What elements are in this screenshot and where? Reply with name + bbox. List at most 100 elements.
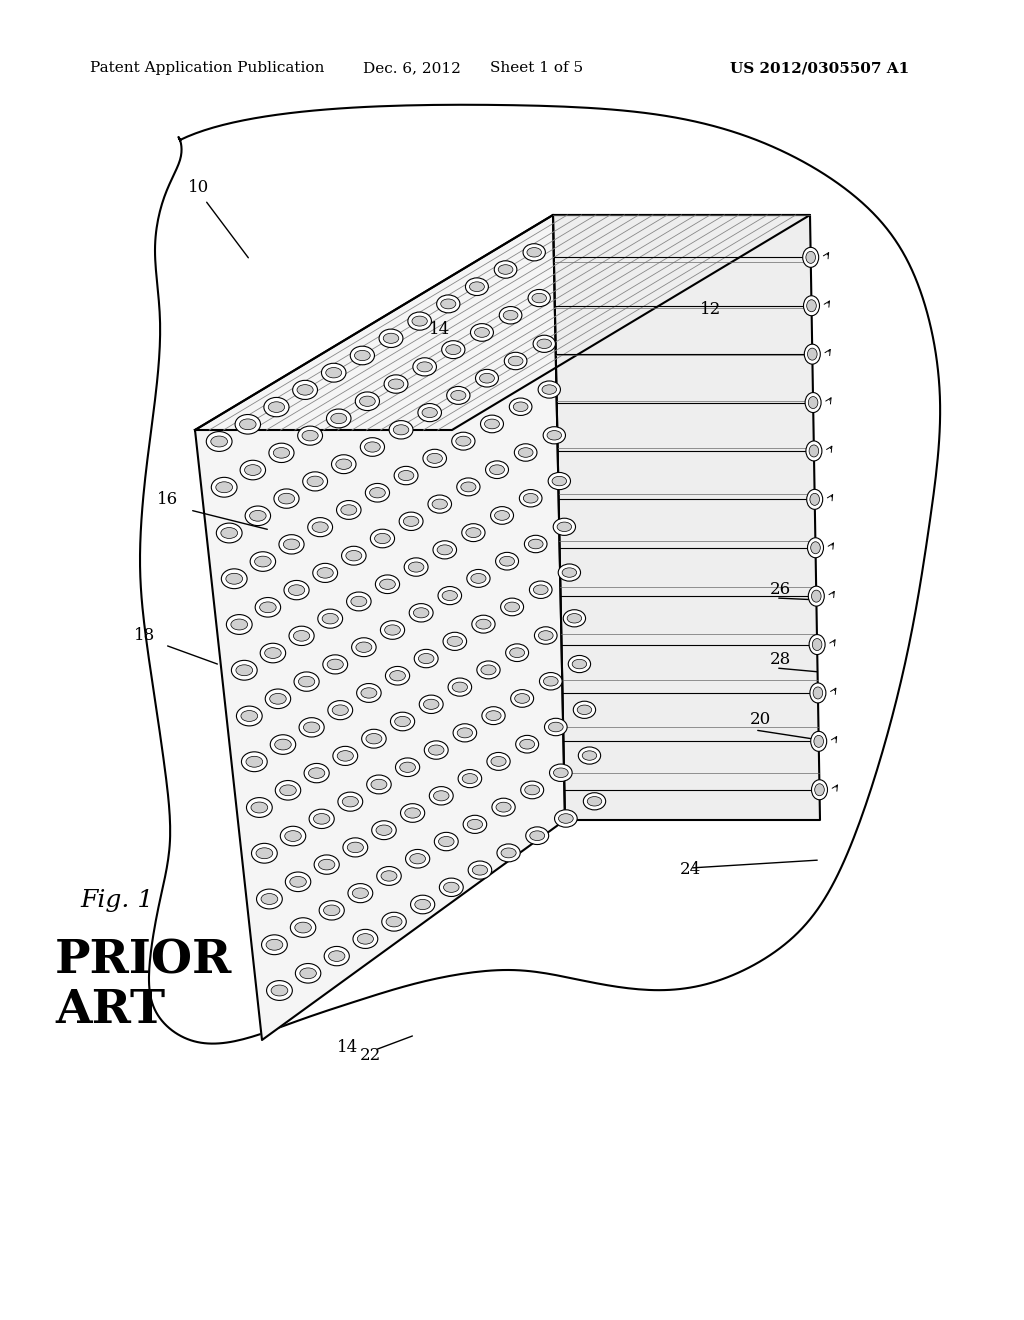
Ellipse shape [411,895,435,913]
Ellipse shape [394,466,418,484]
Ellipse shape [251,803,267,813]
Ellipse shape [324,906,340,916]
Ellipse shape [579,747,601,764]
Ellipse shape [808,586,824,606]
Ellipse shape [289,626,314,645]
Ellipse shape [538,381,560,399]
Ellipse shape [266,981,292,1001]
Ellipse shape [275,780,301,800]
Ellipse shape [307,477,324,487]
Ellipse shape [447,636,463,647]
Ellipse shape [472,865,487,875]
Ellipse shape [260,643,286,663]
Ellipse shape [489,465,505,475]
Ellipse shape [422,408,437,417]
Ellipse shape [302,430,318,441]
Ellipse shape [439,878,463,896]
Ellipse shape [300,968,316,978]
Ellipse shape [380,579,395,589]
Ellipse shape [313,813,330,824]
Ellipse shape [440,298,456,309]
Ellipse shape [495,261,517,279]
Ellipse shape [337,751,353,762]
Text: 26: 26 [770,582,792,598]
Ellipse shape [813,686,822,700]
Ellipse shape [317,568,333,578]
Ellipse shape [409,562,424,572]
Ellipse shape [462,524,485,541]
Ellipse shape [351,597,367,607]
Ellipse shape [312,564,338,582]
Ellipse shape [370,487,385,498]
Text: 28: 28 [770,652,792,668]
Text: 18: 18 [134,627,155,644]
Ellipse shape [472,615,495,634]
Ellipse shape [815,784,824,796]
Ellipse shape [429,787,454,805]
Ellipse shape [462,774,477,784]
Ellipse shape [808,537,823,558]
Ellipse shape [388,379,403,389]
Ellipse shape [360,438,385,457]
Ellipse shape [808,348,817,360]
Ellipse shape [410,854,426,863]
Ellipse shape [442,590,458,601]
Ellipse shape [385,624,400,635]
Ellipse shape [812,639,822,651]
Ellipse shape [587,796,602,807]
Ellipse shape [352,888,369,899]
Ellipse shape [353,929,378,949]
Text: 14: 14 [337,1040,358,1056]
Ellipse shape [438,586,462,605]
Ellipse shape [206,432,232,451]
Text: Dec. 6, 2012: Dec. 6, 2012 [362,61,461,75]
Ellipse shape [419,653,434,664]
Ellipse shape [528,289,550,306]
Ellipse shape [486,752,510,771]
Ellipse shape [543,426,565,444]
Ellipse shape [241,710,258,722]
Ellipse shape [503,310,518,319]
Text: Patent Application Publication: Patent Application Publication [90,61,325,75]
Ellipse shape [250,552,275,572]
Ellipse shape [211,478,238,498]
Ellipse shape [299,718,325,737]
Ellipse shape [367,775,391,793]
Ellipse shape [809,445,819,457]
Ellipse shape [342,546,366,565]
Ellipse shape [496,552,518,570]
Ellipse shape [520,739,535,748]
Polygon shape [553,215,820,820]
Ellipse shape [415,899,430,909]
Ellipse shape [269,444,294,462]
Ellipse shape [515,693,529,704]
Ellipse shape [379,329,403,347]
Ellipse shape [428,744,444,755]
Ellipse shape [399,512,423,531]
Ellipse shape [811,780,827,800]
Ellipse shape [418,404,441,421]
Ellipse shape [524,536,547,553]
Ellipse shape [529,830,545,841]
Ellipse shape [513,403,528,412]
Ellipse shape [390,713,415,731]
Ellipse shape [463,816,486,833]
Ellipse shape [542,385,556,395]
Ellipse shape [280,785,296,796]
Ellipse shape [269,693,287,704]
Ellipse shape [319,900,344,920]
Ellipse shape [524,785,540,795]
Ellipse shape [385,667,410,685]
Ellipse shape [359,396,375,407]
Ellipse shape [544,676,558,686]
Ellipse shape [279,535,304,554]
Ellipse shape [548,473,570,490]
Ellipse shape [295,964,321,983]
Ellipse shape [527,248,542,257]
Ellipse shape [558,813,573,824]
Ellipse shape [470,323,494,342]
Ellipse shape [246,756,263,767]
Ellipse shape [414,607,429,618]
Ellipse shape [338,792,362,812]
Ellipse shape [445,345,461,355]
